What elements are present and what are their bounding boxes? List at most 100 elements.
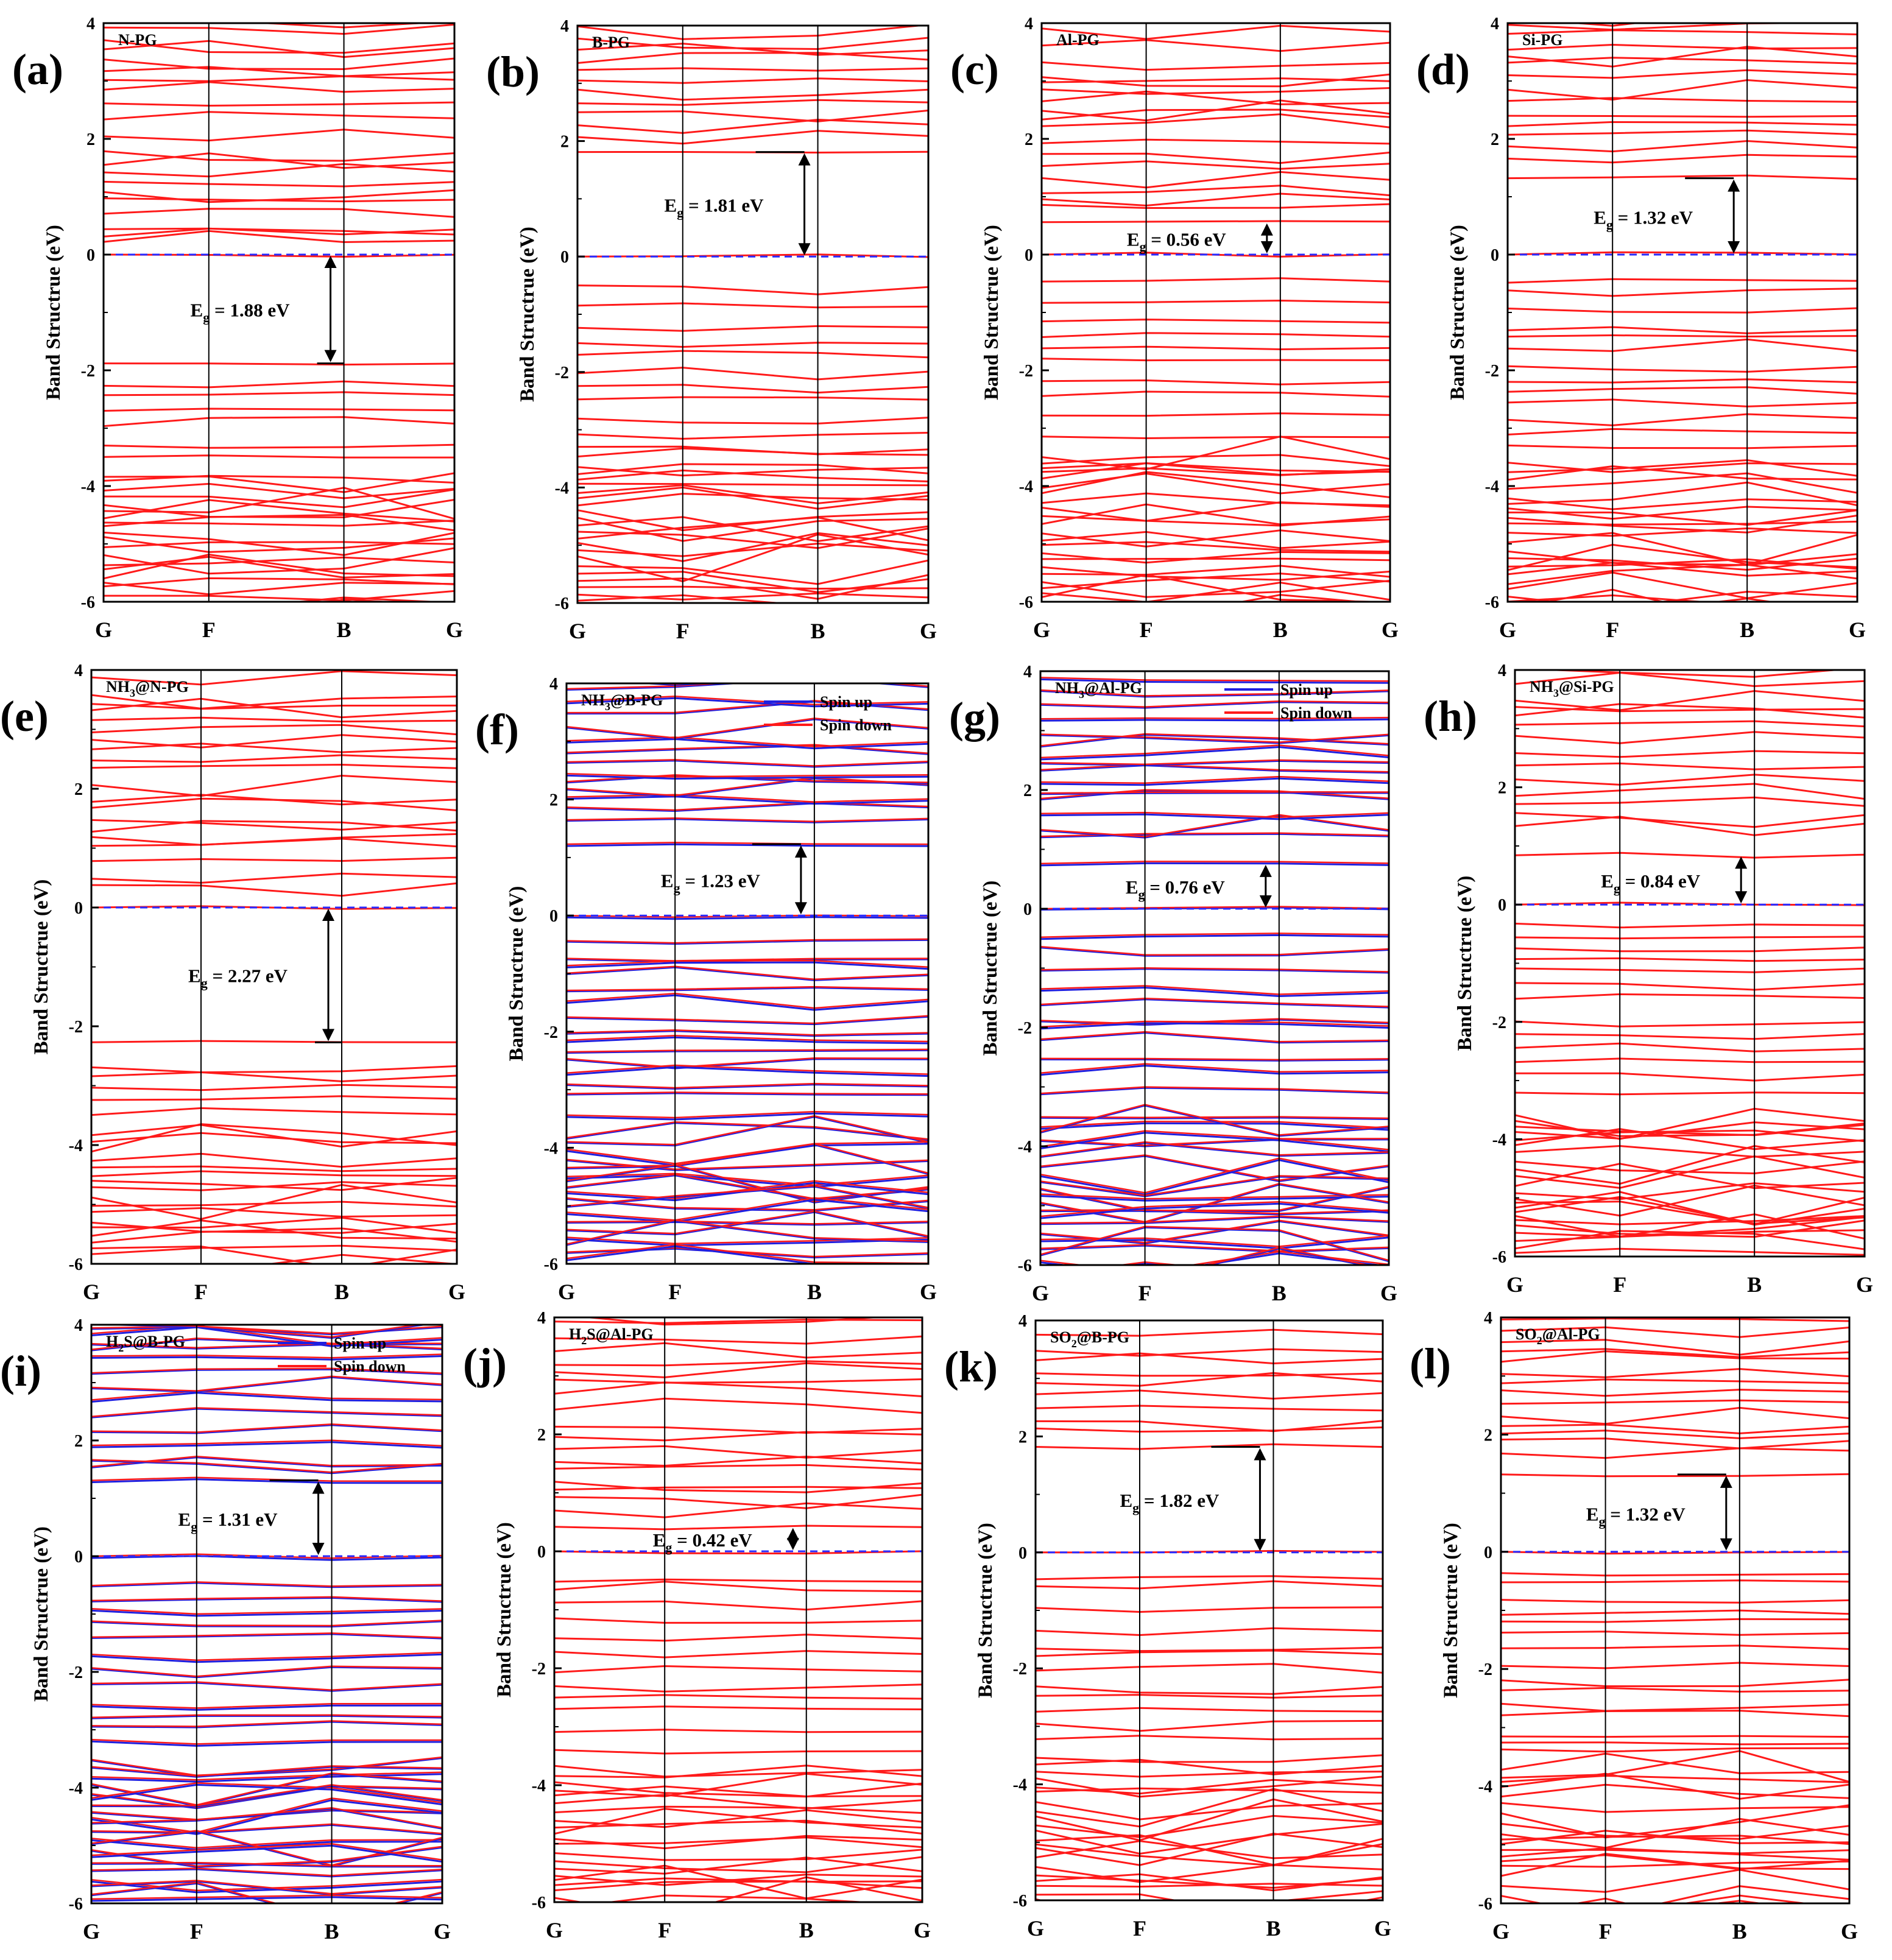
band-spin-up xyxy=(91,1766,442,1778)
band-line xyxy=(1036,1372,1383,1387)
band-line xyxy=(104,391,454,397)
band-line xyxy=(1501,1679,1849,1688)
band-spin-up xyxy=(567,760,928,768)
band-spin-up xyxy=(567,683,928,691)
y-tick-label: -2 xyxy=(544,1023,558,1042)
band-line xyxy=(1508,378,1857,384)
y-tick-label: 2 xyxy=(1018,1428,1027,1447)
band-gap-value: Eg = 0.84 eV xyxy=(1601,870,1701,896)
band-line xyxy=(554,1445,922,1459)
band-spin-down xyxy=(1040,945,1389,956)
band-line xyxy=(577,486,928,510)
band-spin-up xyxy=(567,774,928,780)
band-spin-down xyxy=(1040,1235,1389,1247)
y-tick-label: 4 xyxy=(74,661,83,680)
band-line xyxy=(577,533,928,582)
bands xyxy=(1040,671,1389,1265)
band-gap-value: Eg = 1.81 eV xyxy=(665,194,764,220)
band-spin-down xyxy=(1040,677,1389,682)
band-line xyxy=(554,1502,922,1518)
band-line xyxy=(1508,57,1857,65)
band-spin-down xyxy=(91,1596,442,1602)
band-line xyxy=(1515,1191,1865,1226)
band-line xyxy=(1042,299,1390,304)
band-line xyxy=(1036,1372,1383,1377)
band-spin-down xyxy=(1040,861,1389,865)
band-line xyxy=(1042,566,1390,581)
band-spin-down xyxy=(567,777,928,797)
band-line xyxy=(1042,435,1390,440)
y-tick-label: -4 xyxy=(1485,478,1499,496)
panel-letter: (g) xyxy=(949,693,1000,742)
y-tick-label: 4 xyxy=(74,1316,83,1335)
band-spin-down xyxy=(1040,1215,1389,1224)
band-spin-up xyxy=(1040,701,1389,709)
band-line xyxy=(554,1880,922,1892)
band-line xyxy=(91,872,457,884)
band-line xyxy=(104,380,454,389)
band-line xyxy=(91,734,457,749)
band-spin-up xyxy=(1040,1022,1389,1030)
band-spin-up xyxy=(91,1918,442,1924)
y-tick-label: 0 xyxy=(560,248,569,267)
bands xyxy=(91,1325,442,1924)
band-line xyxy=(104,12,454,15)
band-spin-down xyxy=(91,1714,442,1719)
plot-frame xyxy=(1500,1316,1851,1905)
band-line xyxy=(1036,1685,1383,1695)
band-spin-up xyxy=(91,1757,442,1777)
band-line xyxy=(1042,435,1390,471)
band-line xyxy=(1515,1155,1865,1189)
band-line xyxy=(554,1749,922,1755)
band-line xyxy=(1042,462,1390,480)
band-line xyxy=(1036,1646,1383,1652)
y-tick-label: -2 xyxy=(1478,1660,1492,1679)
y-tick-label: -6 xyxy=(81,593,95,612)
band-line xyxy=(577,432,928,440)
band-spin-up xyxy=(1040,986,1389,998)
band-spin-up xyxy=(1040,718,1389,722)
band-line xyxy=(1036,1735,1383,1741)
band-line xyxy=(104,513,454,532)
band-spin-down xyxy=(567,1272,928,1293)
band-line xyxy=(1515,774,1865,786)
band-gap-arrowhead xyxy=(1735,856,1748,869)
y-tick-label: -6 xyxy=(555,594,569,613)
band-spin-up xyxy=(1040,1202,1389,1219)
band-line xyxy=(1036,1903,1383,1919)
band-line xyxy=(104,66,454,77)
panel-title-11: SO2@Al-PG xyxy=(1516,1325,1600,1347)
y-tick-label: 0 xyxy=(74,1548,83,1567)
band-line xyxy=(1042,492,1390,507)
band-line xyxy=(1508,481,1857,507)
panel-letter: (c) xyxy=(950,45,999,94)
band-spin-down xyxy=(1040,759,1389,766)
band-line xyxy=(1042,412,1390,417)
band-line xyxy=(554,1808,922,1835)
panel-letter: (d) xyxy=(1416,45,1470,94)
band-line xyxy=(577,482,928,487)
band-spin-down xyxy=(1040,1116,1389,1119)
x-kpoint-label: G xyxy=(569,619,586,643)
band-line xyxy=(1501,1783,1849,1799)
band-spin-up xyxy=(1040,947,1389,957)
band-line xyxy=(104,499,454,523)
band-line xyxy=(1042,573,1390,590)
band-line xyxy=(1508,506,1857,520)
band-line xyxy=(1042,39,1390,52)
panel-letter: (a) xyxy=(12,45,63,94)
band-line xyxy=(1508,472,1857,494)
band-line xyxy=(1501,1406,1849,1425)
band-spin-up xyxy=(91,1824,442,1836)
band-line xyxy=(1036,1890,1383,1900)
band-spin-down xyxy=(567,1110,928,1119)
band-line xyxy=(1508,287,1857,297)
panel-letter: (k) xyxy=(944,1342,998,1391)
x-kpoint-label: G xyxy=(1841,1919,1858,1944)
x-kpoint-label: G xyxy=(1856,1272,1873,1297)
band-spin-up xyxy=(1040,746,1389,761)
band-spin-down xyxy=(567,736,928,747)
band-line xyxy=(1508,139,1857,153)
band-line xyxy=(1515,731,1865,744)
